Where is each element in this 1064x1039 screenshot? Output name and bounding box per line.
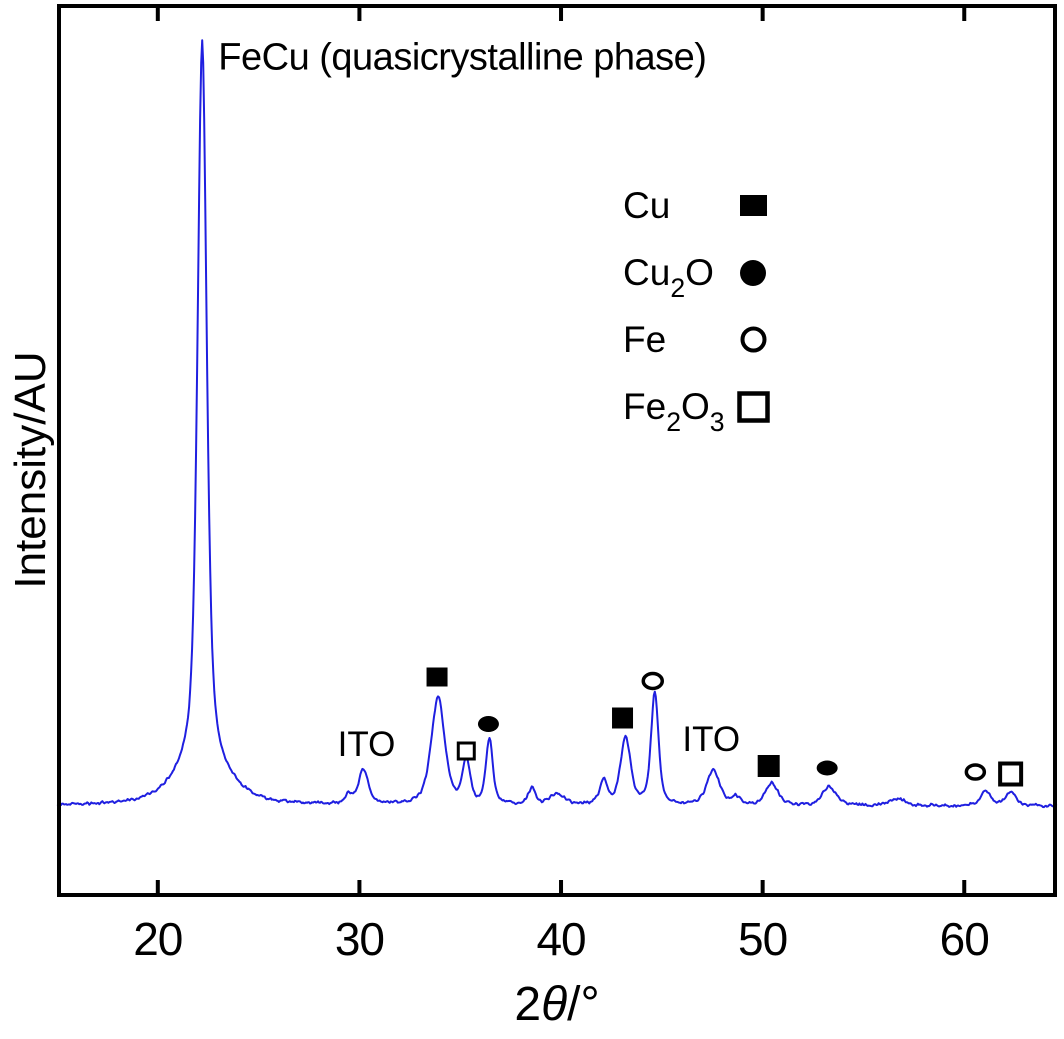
peak-marker-cu-filled-square-icon <box>757 755 780 777</box>
ito-label: ITO <box>682 720 741 759</box>
peak-marker-cu-filled-square-icon <box>426 667 448 687</box>
x-tick-label-30: 30 <box>334 913 385 965</box>
peak-marker-cu-filled-square-icon <box>612 707 634 729</box>
legend-label: Cu <box>623 184 671 226</box>
xrd-trace <box>56 39 1058 809</box>
legend-item-cu2o: Cu2O <box>623 239 771 306</box>
peak-marker-fe-open-circle-icon <box>641 671 665 691</box>
legend-item-fe2o3: Fe2O3 <box>623 373 771 440</box>
open-circle-icon <box>735 325 771 354</box>
peak-marker-cu2o-filled-circle-icon <box>816 760 838 776</box>
peak-marker-fe-open-circle-icon <box>964 763 987 781</box>
filled-circle-icon <box>735 259 771 287</box>
peak-marker-fe2o3-open-square-icon <box>998 761 1024 787</box>
ito-label: ITO <box>337 725 396 764</box>
x-tick-label-50: 50 <box>738 913 788 965</box>
x-axis-label: 2θ/° <box>514 978 600 1031</box>
legend-label: Cu2O <box>623 251 714 303</box>
filled-square-icon <box>735 194 771 217</box>
phase-label: FeCu (quasicrystalline phase) <box>218 36 707 79</box>
peak-marker-cu2o-filled-circle-icon <box>477 716 499 732</box>
peak-marker-fe2o3-open-square-icon <box>456 741 476 761</box>
legend: Cu Cu2O Fe Fe2O3 <box>623 172 771 440</box>
legend-label: Fe2O3 <box>623 385 725 437</box>
y-axis-label: Intensity/AU <box>6 351 55 589</box>
plot-frame <box>57 4 1057 897</box>
open-square-icon <box>735 390 771 423</box>
legend-item-fe: Fe <box>623 306 771 373</box>
legend-item-cu: Cu <box>623 172 771 239</box>
legend-label: Fe <box>623 318 667 360</box>
x-tick-label-40: 40 <box>536 913 586 965</box>
x-tick-label-20: 20 <box>133 913 183 965</box>
x-tick-label-60: 60 <box>939 913 990 965</box>
